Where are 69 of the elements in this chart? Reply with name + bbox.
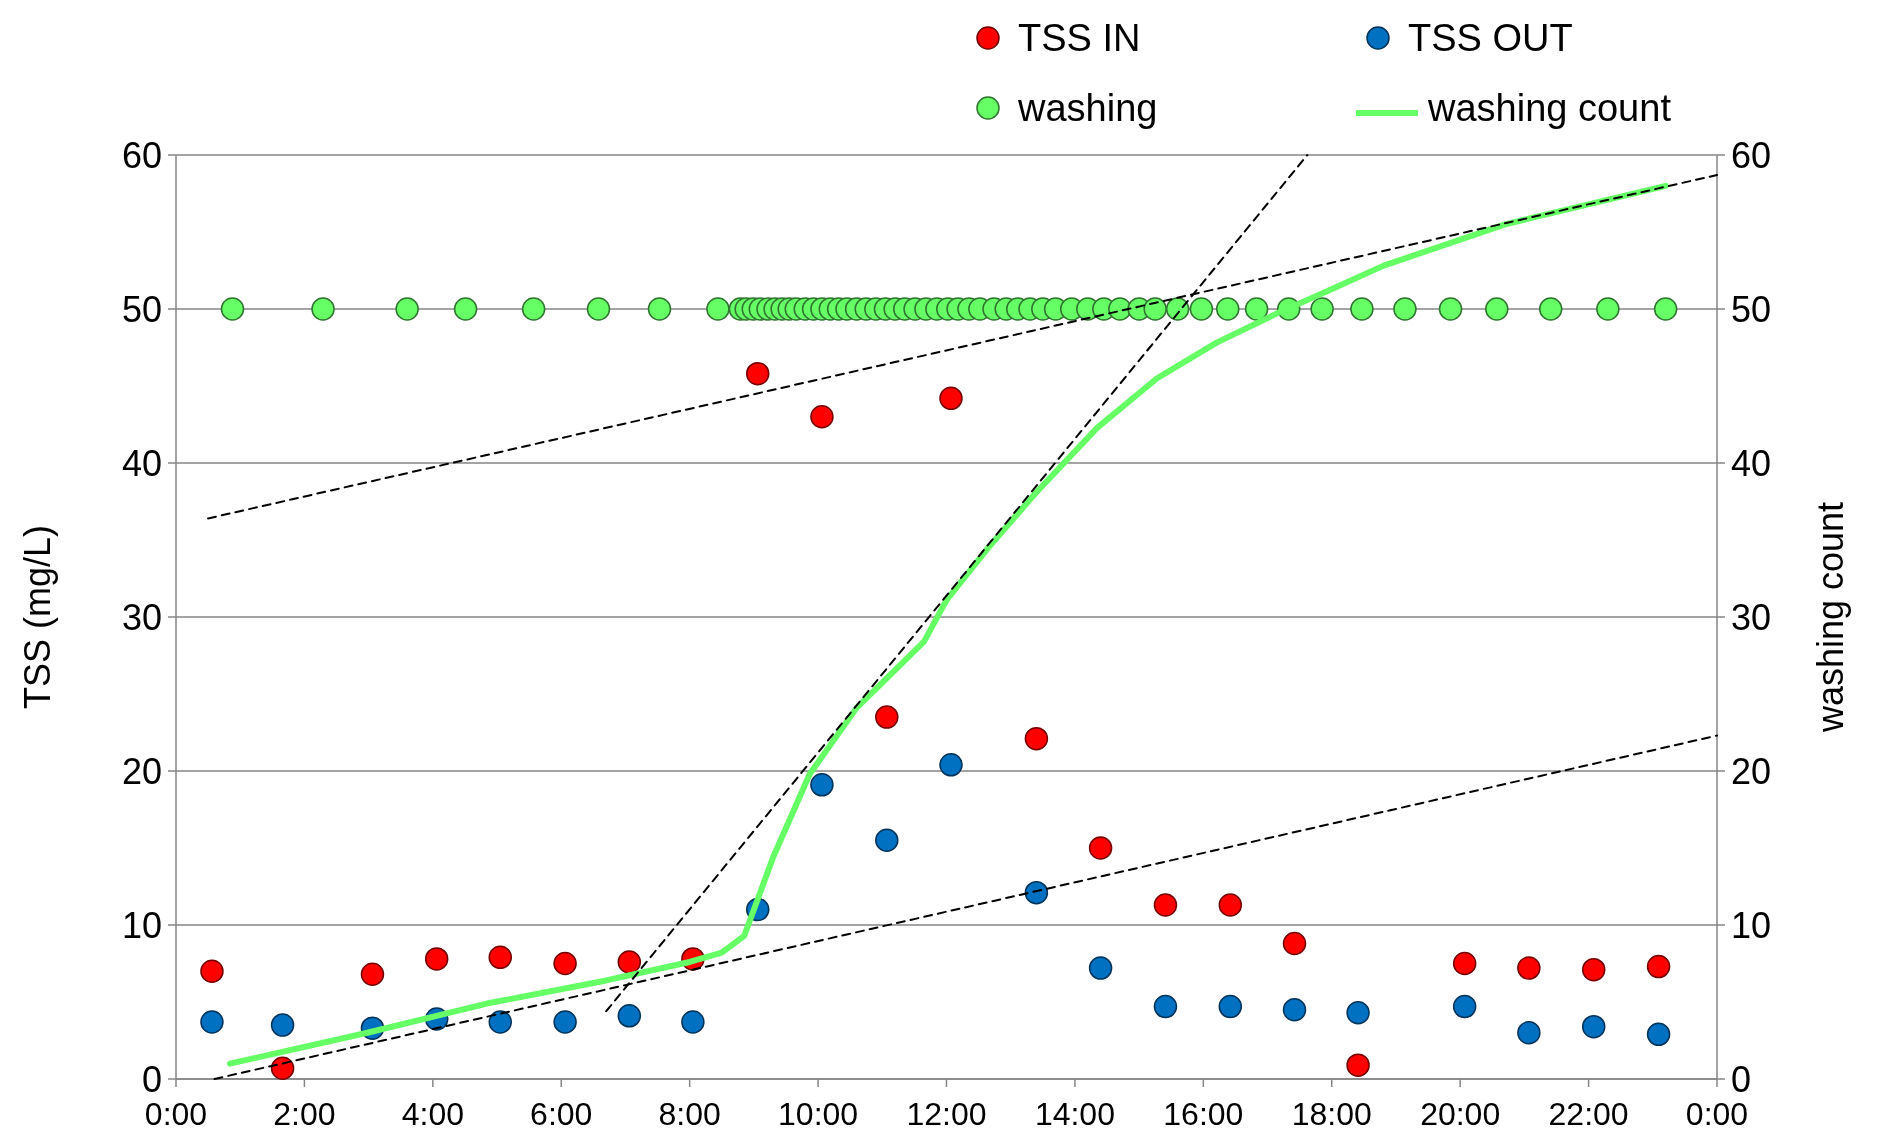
point bbox=[1088, 956, 1113, 980]
legend-label: washing bbox=[1017, 87, 1158, 130]
point bbox=[200, 959, 224, 983]
point bbox=[270, 1013, 295, 1037]
x-tick-label: 22:00 bbox=[1548, 1096, 1629, 1132]
x-tick-label: 18:00 bbox=[1291, 1096, 1372, 1132]
x-tick-label: 20:00 bbox=[1420, 1096, 1501, 1132]
point bbox=[1088, 836, 1113, 860]
point bbox=[1282, 931, 1307, 956]
point bbox=[553, 951, 577, 976]
point bbox=[424, 947, 449, 971]
point bbox=[617, 1004, 642, 1028]
point bbox=[745, 361, 770, 386]
point bbox=[875, 828, 899, 853]
x-tick-label: 12:00 bbox=[906, 1096, 987, 1132]
point bbox=[681, 1010, 705, 1034]
point bbox=[1346, 1053, 1370, 1077]
legend-label: TSS IN bbox=[1018, 17, 1141, 60]
legend-label: washing count bbox=[1427, 87, 1672, 130]
point bbox=[1452, 951, 1477, 976]
y2-axis-title: washing count bbox=[1810, 501, 1851, 734]
x-tick-label: 4:00 bbox=[401, 1096, 464, 1132]
point bbox=[1452, 994, 1477, 1019]
y2-tick-label: 20 bbox=[1731, 750, 1772, 792]
point bbox=[488, 1010, 512, 1034]
point bbox=[939, 753, 963, 777]
point bbox=[875, 705, 899, 729]
x-tick-label: 2:00 bbox=[273, 1096, 336, 1132]
y-tick-label: 40 bbox=[121, 442, 162, 484]
point bbox=[1581, 957, 1606, 982]
point bbox=[1024, 880, 1049, 905]
point bbox=[1346, 1001, 1370, 1025]
point bbox=[200, 1010, 224, 1034]
x-tick-label: 14:00 bbox=[1034, 1096, 1115, 1132]
point bbox=[1153, 893, 1178, 917]
point bbox=[617, 950, 642, 974]
point bbox=[810, 773, 834, 797]
x-tick-label: 6:00 bbox=[530, 1096, 593, 1132]
y2-tick-label: 30 bbox=[1731, 596, 1772, 638]
x-tick-label: 10:00 bbox=[778, 1096, 859, 1132]
point bbox=[1282, 997, 1307, 1022]
point bbox=[360, 962, 385, 987]
y-tick-label: 30 bbox=[121, 596, 162, 638]
point bbox=[1646, 1022, 1671, 1047]
y-tick-label: 20 bbox=[121, 750, 162, 792]
point bbox=[270, 1056, 295, 1080]
point bbox=[553, 1010, 577, 1034]
y2-tick-label: 50 bbox=[1731, 288, 1772, 330]
y2-tick-label: 40 bbox=[1731, 442, 1772, 484]
point bbox=[1024, 726, 1049, 751]
y2-tick-label: 60 bbox=[1731, 134, 1772, 176]
point bbox=[1517, 956, 1541, 980]
point bbox=[810, 405, 834, 429]
point bbox=[1646, 954, 1671, 979]
point bbox=[1517, 1021, 1541, 1045]
point bbox=[1218, 994, 1243, 1019]
point bbox=[1581, 1014, 1606, 1039]
y-tick-label: 10 bbox=[121, 904, 162, 946]
x-tick-label: 16:00 bbox=[1163, 1096, 1244, 1132]
point bbox=[1153, 994, 1178, 1019]
point bbox=[1218, 893, 1243, 917]
legend-label: TSS OUT bbox=[1408, 17, 1573, 60]
y-axis-title: TSS (mg/L) bbox=[17, 524, 58, 710]
y2-tick-label: 10 bbox=[1731, 904, 1772, 946]
y-tick-label: 50 bbox=[121, 288, 162, 330]
x-tick-label: 8:00 bbox=[658, 1096, 721, 1132]
point bbox=[939, 386, 963, 411]
point bbox=[488, 945, 512, 970]
y-tick-label: 60 bbox=[121, 134, 162, 176]
